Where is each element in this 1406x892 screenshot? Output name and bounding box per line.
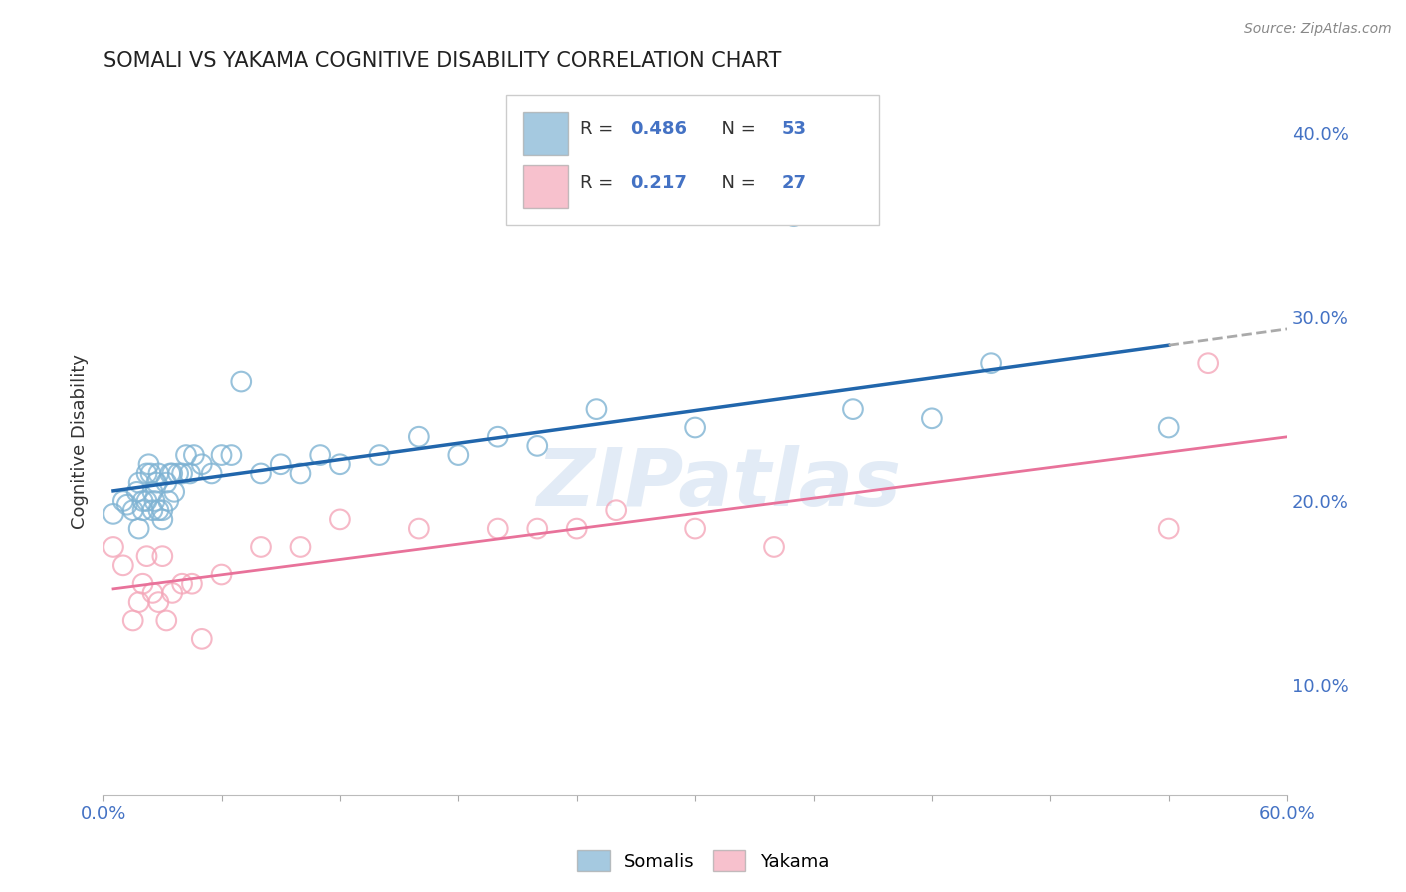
Point (683, 522, 706, 536)
Point (139, 467, 162, 481)
Text: R =: R = (581, 120, 619, 137)
Point (408, 522, 430, 536)
Point (128, 522, 150, 536)
Point (160, 586, 183, 600)
Point (486, 430, 509, 444)
Point (159, 467, 181, 481)
Point (141, 484, 163, 499)
Point (128, 595, 150, 609)
Point (763, 540, 786, 554)
Point (141, 503, 163, 517)
Point (181, 576, 204, 591)
Point (160, 467, 183, 481)
Point (155, 614, 177, 628)
Point (250, 540, 273, 554)
Text: Source: ZipAtlas.com: Source: ZipAtlas.com (1244, 22, 1392, 37)
Point (980, 356, 1002, 370)
Text: 0.486: 0.486 (630, 120, 688, 137)
Point (155, 475, 177, 490)
Point (585, 402, 607, 417)
Point (231, 375, 253, 389)
Point (135, 467, 157, 481)
Point (211, 448, 233, 462)
Point (115, 498, 138, 512)
Point (329, 457, 352, 471)
Point (290, 467, 312, 481)
Point (447, 448, 470, 462)
Point (368, 448, 391, 462)
Point (1157, 420, 1180, 434)
Point (191, 632, 214, 646)
Point (157, 494, 180, 508)
Point (683, 420, 706, 434)
Point (408, 430, 430, 444)
Point (148, 595, 170, 609)
Text: R =: R = (581, 174, 626, 192)
Point (191, 457, 214, 471)
Point (101, 507, 124, 521)
Point (250, 467, 273, 481)
Point (131, 503, 153, 517)
Point (135, 494, 157, 508)
FancyBboxPatch shape (523, 165, 568, 208)
Text: 0.217: 0.217 (630, 174, 688, 192)
Legend: Somalis, Yakama: Somalis, Yakama (569, 843, 837, 879)
Point (221, 448, 243, 462)
Point (111, 558, 134, 573)
Point (163, 484, 186, 499)
Point (921, 411, 943, 425)
Point (148, 467, 170, 481)
Point (148, 503, 170, 517)
Point (290, 540, 312, 554)
Point (150, 549, 173, 563)
Point (150, 512, 173, 526)
Point (329, 512, 352, 526)
Text: 53: 53 (782, 120, 807, 137)
Point (309, 448, 332, 462)
Point (183, 448, 205, 462)
Point (143, 494, 166, 508)
Point (211, 567, 233, 582)
Point (270, 457, 292, 471)
Point (167, 467, 190, 481)
Point (526, 439, 548, 453)
Point (141, 586, 163, 600)
Point (486, 522, 509, 536)
Point (135, 549, 157, 563)
Point (145, 475, 167, 490)
Text: ZIPatlas: ZIPatlas (536, 445, 901, 523)
Y-axis label: Cognitive Disability: Cognitive Disability (72, 354, 89, 529)
Text: 27: 27 (782, 174, 807, 192)
Text: N =: N = (710, 120, 762, 137)
Point (1157, 522, 1180, 536)
Point (131, 576, 153, 591)
Point (131, 494, 153, 508)
Point (150, 503, 173, 517)
FancyBboxPatch shape (523, 112, 568, 154)
Point (565, 522, 588, 536)
Point (1197, 356, 1219, 370)
Point (170, 467, 193, 481)
Text: N =: N = (710, 174, 762, 192)
Point (111, 494, 134, 508)
Point (179, 467, 201, 481)
Point (842, 402, 865, 417)
Point (174, 448, 197, 462)
Point (526, 522, 548, 536)
Point (128, 475, 150, 490)
Point (138, 457, 160, 471)
Point (101, 540, 124, 554)
Point (605, 503, 627, 517)
Point (170, 576, 193, 591)
Point (121, 614, 143, 628)
Point (783, 209, 806, 223)
Text: SOMALI VS YAKAMA COGNITIVE DISABILITY CORRELATION CHART: SOMALI VS YAKAMA COGNITIVE DISABILITY CO… (103, 51, 782, 70)
Point (121, 503, 143, 517)
FancyBboxPatch shape (506, 95, 879, 226)
Point (125, 484, 148, 499)
Point (201, 467, 224, 481)
